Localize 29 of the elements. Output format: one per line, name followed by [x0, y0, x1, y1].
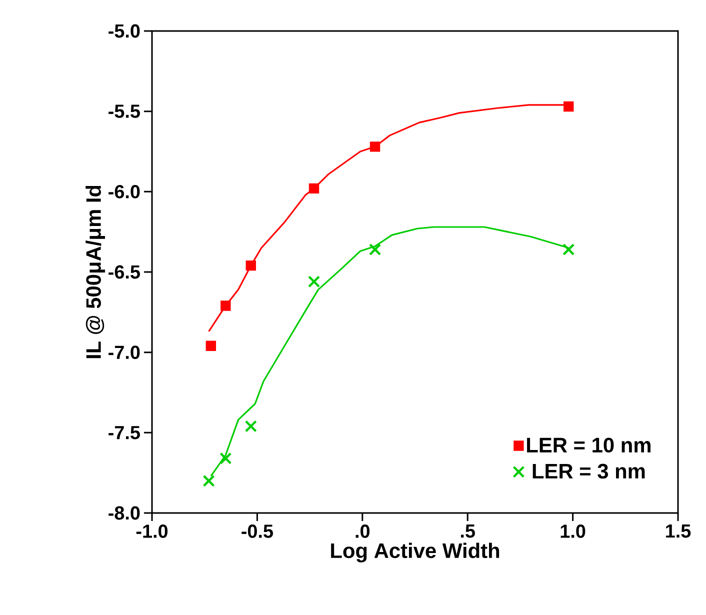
y-tick-label: -5.5	[108, 104, 140, 118]
y-tick-label: -8.0	[108, 506, 140, 520]
x-tick-label: -0.5	[242, 524, 273, 538]
point	[244, 420, 257, 432]
point	[206, 340, 216, 351]
point	[564, 101, 574, 112]
x-tick-label: 1.5	[666, 524, 691, 538]
point	[246, 260, 256, 271]
point	[220, 452, 232, 464]
x-tick-label: .5	[460, 524, 475, 538]
x-tick-label: -1.0	[136, 524, 168, 538]
point	[202, 474, 215, 487]
y-tick-label: -6.5	[108, 265, 140, 279]
y-tick-label: -5.0	[108, 24, 140, 38]
x-axis-title: Log Active Width	[331, 542, 500, 562]
point	[368, 243, 382, 256]
point	[370, 142, 380, 152]
legend-label: LER = 10 nm	[527, 438, 650, 453]
point	[220, 300, 231, 311]
y-tick-label: -6.0	[108, 184, 140, 198]
x-tick-label: .0	[356, 524, 370, 538]
point	[308, 183, 320, 194]
point	[308, 276, 320, 288]
y-tick-label: -7.5	[108, 426, 140, 440]
x-tick-label: 1.0	[560, 524, 586, 538]
y-tick-label: -7.0	[108, 346, 140, 360]
legend-label: LER = 3 nm	[532, 464, 645, 479]
point	[562, 243, 575, 256]
y-axis-title: IL @ 500μA/μm Id	[86, 186, 106, 358]
